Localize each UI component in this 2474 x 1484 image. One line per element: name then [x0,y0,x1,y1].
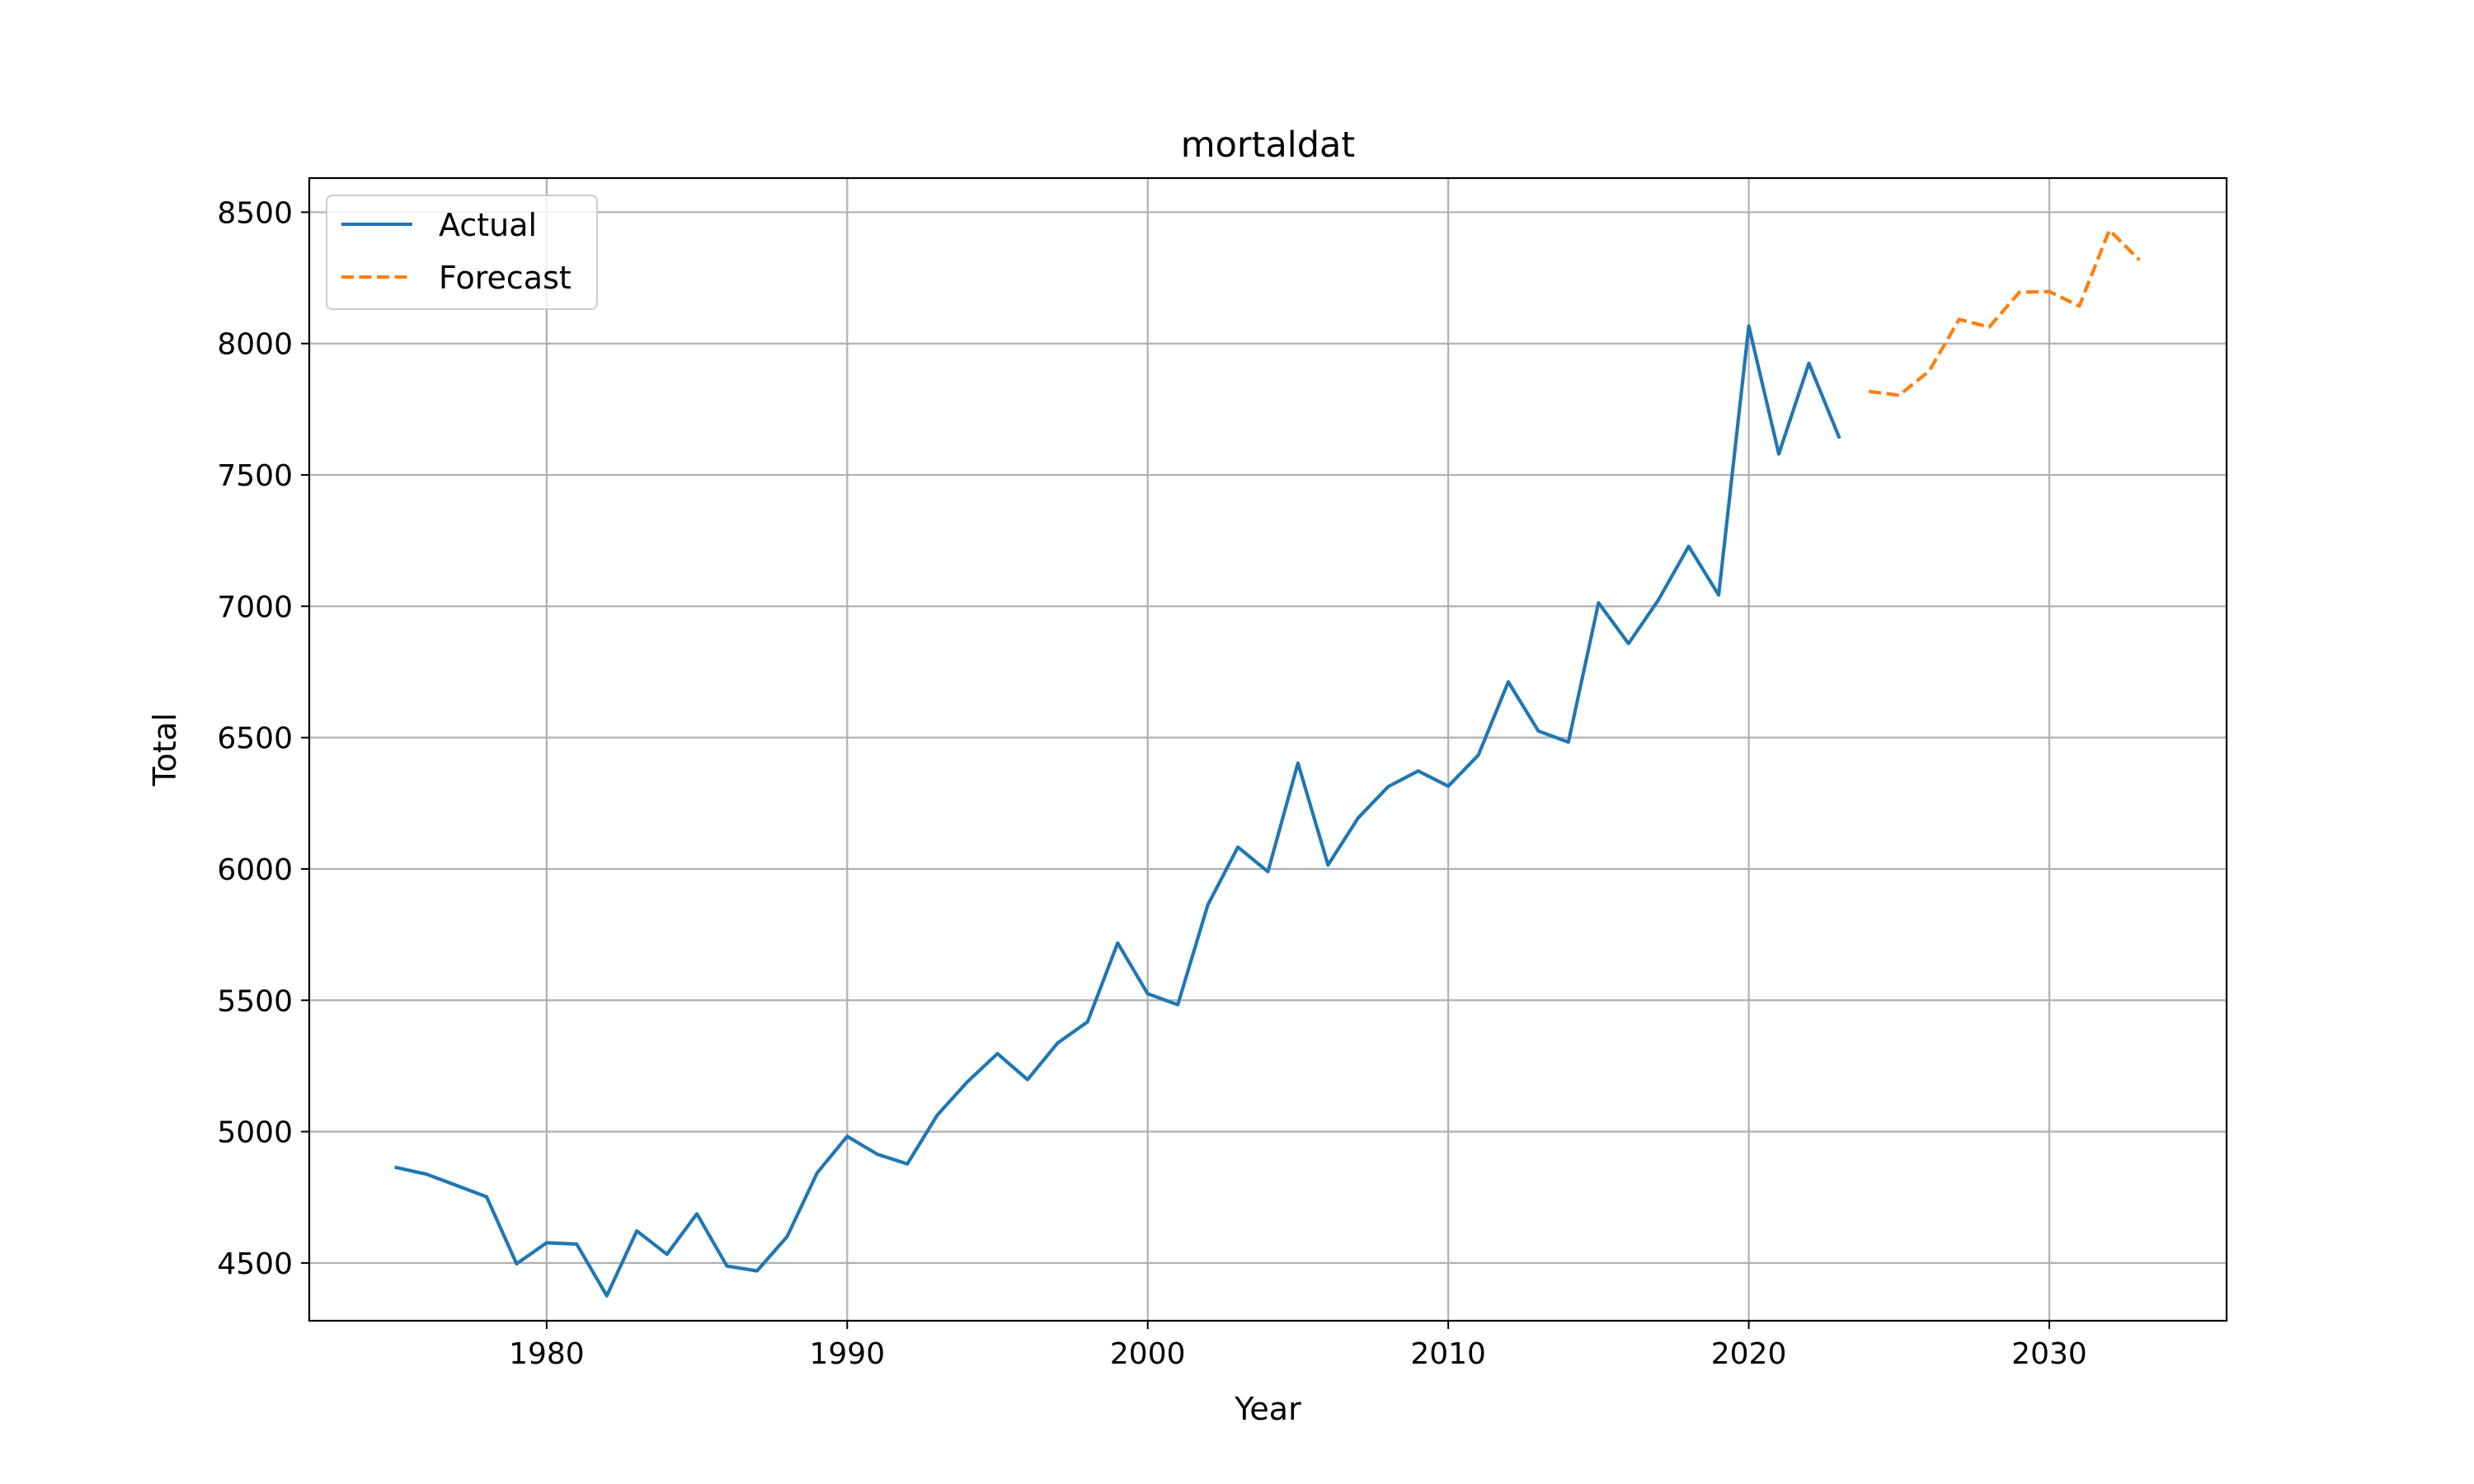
chart-title: mortaldat [1181,124,1356,166]
series-line-forecast [1869,228,2141,397]
x-tick-label: 2020 [1711,1337,1787,1371]
legend-actual-label: Actual [439,207,537,243]
y-tick-label: 7000 [217,590,293,624]
x-tick-label: 2000 [1110,1337,1186,1371]
y-tick-label: 4500 [217,1247,293,1281]
grid-lines [309,178,2227,1321]
x-axis-ticks: 1980 1990 2000 2010 2020 2030 [509,1321,2087,1371]
x-axis-label: Year [1234,1391,1301,1427]
plot-area-frame [308,176,2228,1322]
y-tick-label: 6500 [217,722,293,756]
legend: Actual Forecast [326,195,598,310]
x-tick-label: 2010 [1410,1337,1486,1371]
series-lines [394,228,2141,1298]
y-tick-label: 5500 [217,984,293,1018]
x-tick-label: 2030 [2011,1337,2087,1371]
y-tick-label: 7500 [217,459,293,493]
y-axis-label: Total [147,713,183,787]
y-tick-label: 8000 [217,328,293,362]
y-tick-label: 5000 [217,1116,293,1150]
legend-forecast-label: Forecast [439,260,571,296]
x-tick-label: 1980 [509,1337,585,1371]
y-tick-label: 6000 [217,853,293,887]
y-tick-label: 8500 [217,196,293,230]
y-axis-ticks: 4500 5000 5500 6000 6500 7000 7500 8000 8500 [217,196,309,1281]
x-tick-label: 1990 [809,1337,885,1371]
series-line-actual [394,324,1841,1298]
